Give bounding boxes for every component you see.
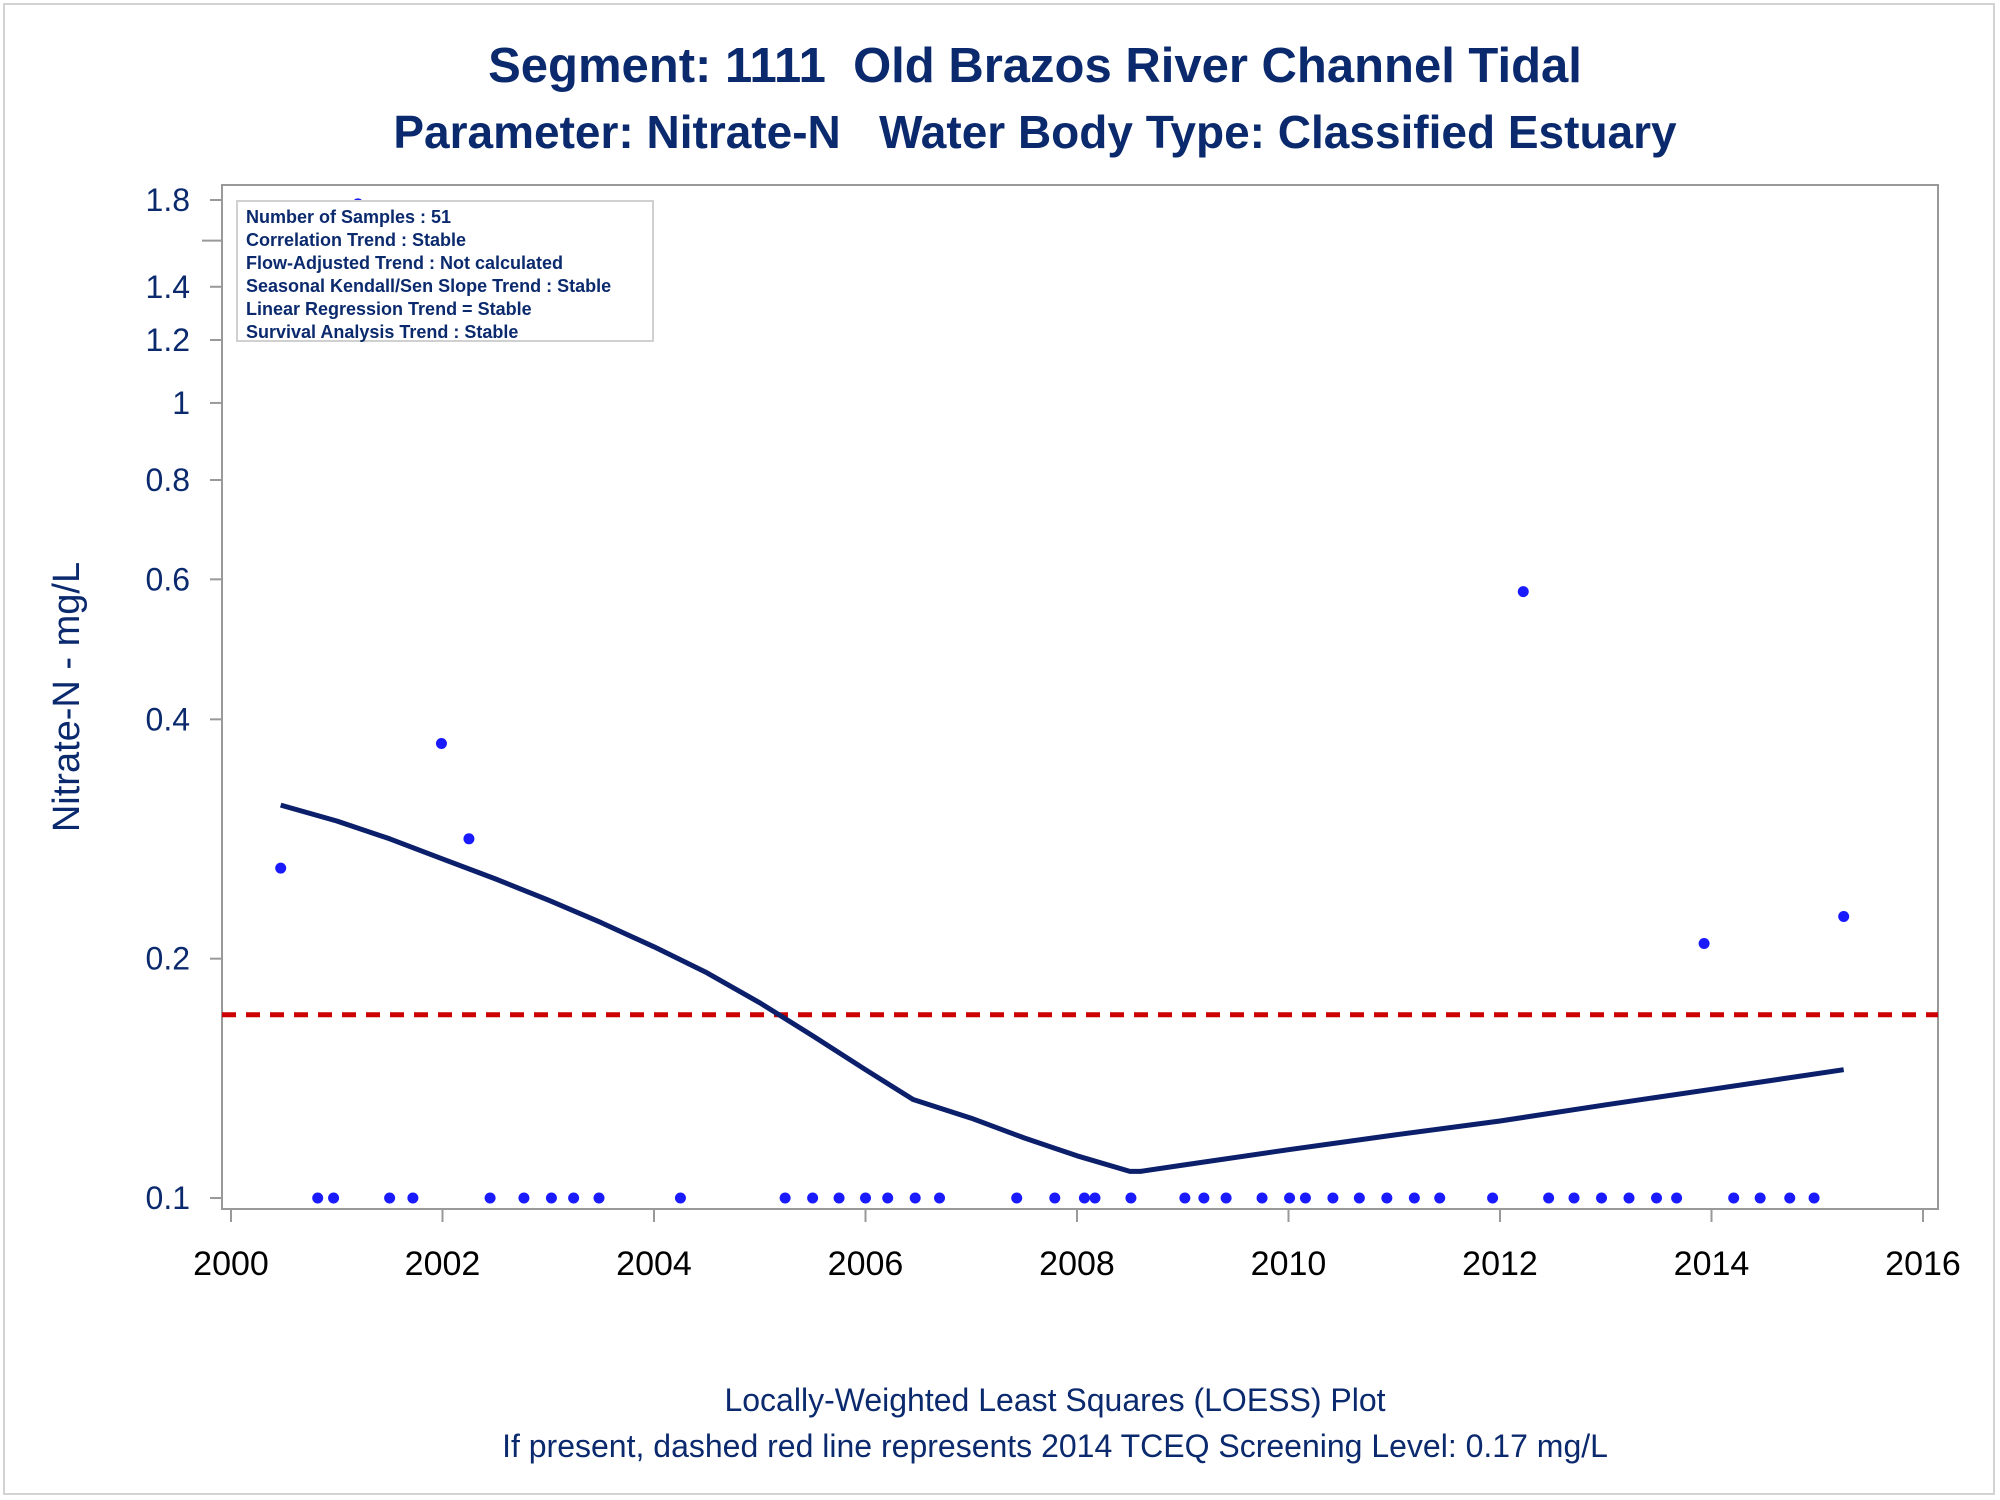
footer-method: Locally-Weighted Least Squares (LOESS) P… bbox=[724, 1382, 1386, 1418]
sample-point bbox=[1596, 1192, 1608, 1204]
sample-point bbox=[593, 1192, 605, 1204]
sample-point bbox=[1543, 1192, 1555, 1204]
sample-point bbox=[1078, 1192, 1090, 1204]
sample-point bbox=[807, 1192, 819, 1204]
figure-frame bbox=[3, 3, 1995, 1495]
y-tick-label: 1.8 bbox=[146, 182, 190, 218]
y-tick-label: 0.8 bbox=[146, 462, 190, 498]
y-tick-label: 1 bbox=[172, 385, 190, 421]
stat-seasonal-kendall: Seasonal Kendall/Sen Slope Trend : Stabl… bbox=[246, 276, 612, 296]
x-tick-label: 2004 bbox=[616, 1245, 692, 1283]
sample-point bbox=[435, 737, 447, 749]
stat-correlation: Correlation Trend : Stable bbox=[246, 230, 467, 250]
sample-point bbox=[1487, 1192, 1499, 1204]
sample-point bbox=[1434, 1192, 1446, 1204]
sample-point bbox=[568, 1192, 580, 1204]
sample-point bbox=[1125, 1192, 1137, 1204]
sample-point bbox=[484, 1192, 496, 1204]
sample-point bbox=[1517, 586, 1529, 598]
sample-point bbox=[1784, 1192, 1796, 1204]
sample-point bbox=[1698, 937, 1710, 949]
sample-point bbox=[674, 1192, 686, 1204]
footer-note: If present, dashed red line represents 2… bbox=[502, 1428, 1608, 1464]
y-tick-label: 1.2 bbox=[146, 322, 190, 358]
sample-point bbox=[1198, 1192, 1210, 1204]
sample-point bbox=[1408, 1192, 1420, 1204]
sample-point bbox=[882, 1192, 894, 1204]
stats-box: Number of Samples : 51 Correlation Trend… bbox=[236, 200, 654, 342]
sample-point bbox=[312, 1192, 324, 1204]
stat-flow-adjusted: Flow-Adjusted Trend : Not calculated bbox=[246, 253, 564, 273]
sample-point bbox=[545, 1192, 557, 1204]
sample-point bbox=[1299, 1192, 1311, 1204]
x-tick-label: 2000 bbox=[193, 1245, 269, 1283]
y-tick-label: 0.6 bbox=[146, 561, 190, 597]
sample-point bbox=[1381, 1192, 1393, 1204]
chart-title: Segment: 1111 Old Brazos River Channel T… bbox=[488, 39, 1582, 93]
plot-area bbox=[221, 184, 1939, 1210]
sample-point bbox=[1568, 1192, 1580, 1204]
x-axis: 2000 2002 2004 2006 2008 2010 2012 2014 2016 bbox=[193, 1209, 1961, 1283]
sample-point bbox=[909, 1192, 921, 1204]
points-layer bbox=[275, 198, 1850, 1204]
sample-point bbox=[328, 1192, 340, 1204]
sample-point bbox=[275, 862, 287, 874]
sample-point bbox=[1256, 1192, 1268, 1204]
sample-point bbox=[1049, 1192, 1061, 1204]
sample-point bbox=[1179, 1192, 1191, 1204]
sample-point bbox=[1220, 1192, 1232, 1204]
loess-curve bbox=[280, 802, 1845, 1174]
loess-layer bbox=[280, 802, 1845, 1174]
sample-point bbox=[1623, 1192, 1635, 1204]
sample-point bbox=[1838, 910, 1850, 922]
sample-point bbox=[1671, 1192, 1683, 1204]
sample-point bbox=[518, 1192, 530, 1204]
stat-linear-regression: Linear Regression Trend = Stable bbox=[246, 299, 532, 319]
stat-samples: Number of Samples : 51 bbox=[246, 207, 452, 227]
x-tick-label: 2016 bbox=[1885, 1245, 1961, 1283]
y-tick-label: 1.4 bbox=[146, 269, 190, 305]
y-axis-label: Nitrate-N - mg/L bbox=[46, 562, 88, 832]
sample-point bbox=[407, 1192, 419, 1204]
stat-survival: Survival Analysis Trend : Stable bbox=[246, 322, 519, 342]
y-tick-label: 0.4 bbox=[146, 701, 190, 737]
sample-point bbox=[1728, 1192, 1740, 1204]
x-tick-label: 2012 bbox=[1462, 1245, 1538, 1283]
sample-point bbox=[779, 1192, 791, 1204]
y-tick-label: 0.2 bbox=[146, 941, 190, 977]
sample-point bbox=[833, 1192, 845, 1204]
sample-point bbox=[1754, 1192, 1766, 1204]
x-tick-label: 2002 bbox=[405, 1245, 481, 1283]
sample-point bbox=[1327, 1192, 1339, 1204]
x-tick-label: 2008 bbox=[1039, 1245, 1115, 1283]
x-tick-label: 2014 bbox=[1674, 1245, 1750, 1283]
x-tick-label: 2010 bbox=[1251, 1245, 1327, 1283]
x-tick-label: 2006 bbox=[828, 1245, 904, 1283]
sample-point bbox=[934, 1192, 946, 1204]
sample-point bbox=[1651, 1192, 1663, 1204]
sample-point bbox=[463, 833, 475, 845]
sample-point bbox=[1011, 1192, 1023, 1204]
sample-point bbox=[384, 1192, 396, 1204]
sample-point bbox=[860, 1192, 871, 1204]
y-tick-label: 0.1 bbox=[146, 1180, 190, 1216]
sample-point bbox=[1353, 1192, 1365, 1204]
sample-point bbox=[1808, 1192, 1820, 1204]
sample-point bbox=[1284, 1192, 1296, 1204]
chart-subtitle: Parameter: Nitrate-N Water Body Type: Cl… bbox=[393, 106, 1677, 158]
sample-point bbox=[1089, 1192, 1101, 1204]
y-axis: 0.1 0.2 0.4 0.6 0.8 1 1.2 1.4 1.8 bbox=[146, 182, 222, 1216]
